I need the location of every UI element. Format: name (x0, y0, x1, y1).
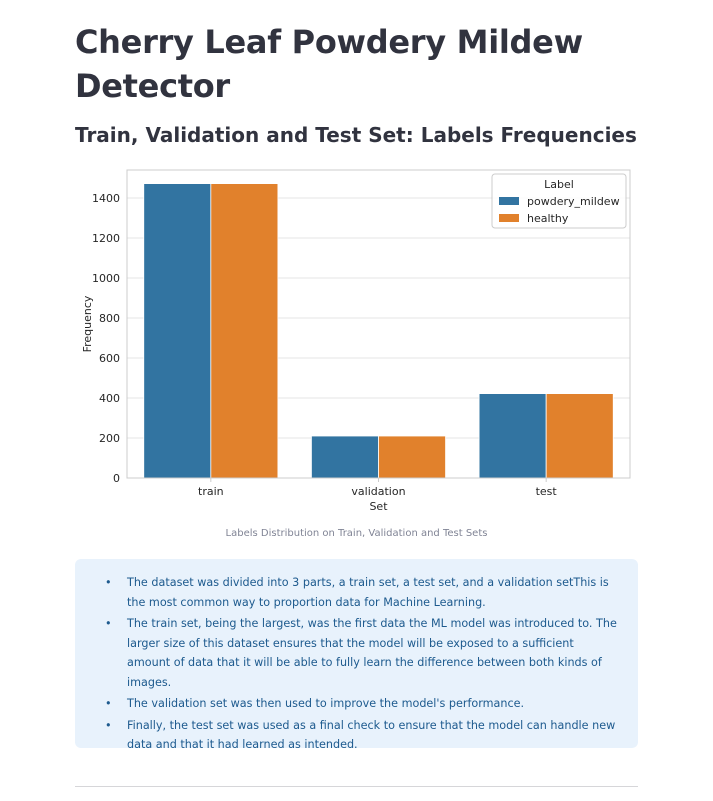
legend-label: healthy (527, 212, 569, 225)
bullet-icon: • (105, 718, 112, 732)
section-subtitle: Train, Validation and Test Set: Labels F… (75, 123, 637, 147)
y-tick-label: 600 (99, 352, 120, 365)
y-tick-label: 800 (99, 312, 120, 325)
x-axis-label: Set (369, 500, 388, 513)
y-tick-label: 1200 (92, 232, 120, 245)
bar-chart-svg: 0 200 400 600 800 1000 1200 1400 train validation… (81, 169, 631, 513)
info-list-item-text: The dataset was divided into 3 parts, a … (127, 576, 609, 609)
bar-powdery-mildew-train (143, 183, 212, 479)
y-tick-label: 1400 (92, 192, 120, 205)
legend-box (491, 173, 627, 229)
bullet-icon: • (105, 617, 112, 630)
bar-powdery-mildew-validation (311, 435, 379, 479)
legend-label: powdery_mildew (527, 195, 620, 208)
y-tick-label: 200 (99, 432, 120, 445)
info-list: • The dataset was divided into 3 parts, a… (91, 573, 618, 755)
y-tick-label: 1000 (92, 272, 120, 285)
bullet-icon: • (105, 576, 112, 589)
plot-frame (126, 169, 631, 479)
info-list-item-text: The validation set was then used to impr… (127, 697, 525, 710)
info-list-item-text: Finally, the test set was used as a fina… (127, 718, 616, 752)
legend-swatch-powdery-mildew (499, 197, 519, 205)
info-list-item: • Finally, the test set was used as a fin… (105, 716, 618, 755)
info-list-item: • The validation set was then used to imp… (105, 694, 618, 714)
info-list-item-text: The train set, being the largest, was th… (127, 617, 617, 689)
y-axis-label: Frequency (81, 295, 94, 352)
legend-swatch-healthy (499, 214, 519, 222)
page-title: Cherry Leaf Powdery Mildew Detector (75, 23, 583, 105)
legend-title: Label (544, 178, 574, 191)
info-list-item: • The dataset was divided into 3 parts, a… (105, 573, 618, 612)
y-tick-label: 400 (99, 392, 120, 405)
x-tick-label: test (536, 485, 558, 498)
x-tick-label: validation (351, 485, 405, 498)
bar-healthy-validation (378, 435, 446, 479)
info-list-item: • The train set, being the largest, was t… (105, 614, 618, 692)
x-tick-label: train (198, 485, 224, 498)
info-box: • The dataset was divided into 3 parts, a… (75, 559, 638, 751)
bar-powdery-mildew-test (478, 393, 547, 479)
bar-healthy-test (545, 393, 614, 479)
divider (75, 786, 638, 787)
bar-healthy-train (210, 183, 279, 479)
bullet-icon: • (105, 697, 112, 710)
figure-caption: Labels Distribution on Train, Validation… (225, 528, 488, 539)
label-frequency-chart: 0 200 400 600 800 1000 1200 1400 train validation… (75, 165, 638, 520)
y-tick-label: 0 (113, 472, 120, 485)
